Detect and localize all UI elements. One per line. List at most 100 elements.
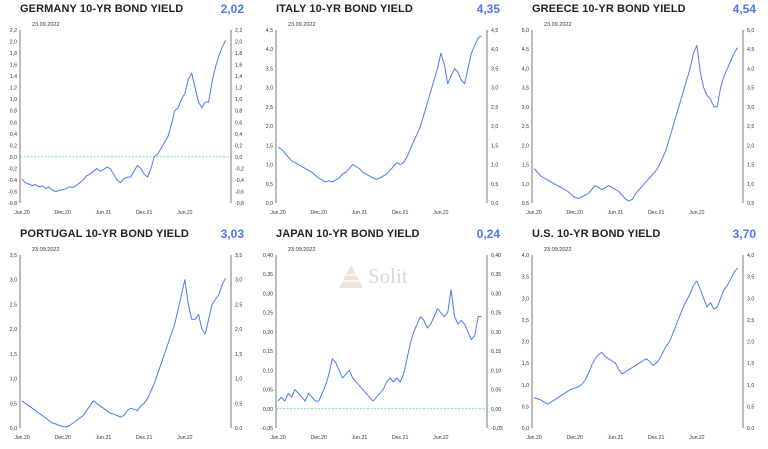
chart-panel: ITALY 10-YR BOND YIELD 4,35 23.09.2022 0… bbox=[256, 0, 512, 224]
y-tick-label-right: 4,0 bbox=[491, 47, 498, 53]
y-tick-label-left: 0,20 bbox=[263, 330, 273, 336]
y-tick-label-right: 4,0 bbox=[747, 253, 754, 259]
y-tick-label-right: 1,0 bbox=[491, 163, 498, 169]
y-tick-label-left: -0,05 bbox=[261, 426, 273, 432]
x-tick-label: Jun.21 bbox=[96, 435, 112, 441]
last-value: 3,70 bbox=[732, 227, 756, 241]
x-tick-label: Jun.20 bbox=[270, 435, 286, 441]
y-tick-label-right: 1,2 bbox=[235, 86, 242, 92]
y-tick-label-left: -0,4 bbox=[8, 178, 17, 184]
y-tick-label-right: 2,5 bbox=[747, 318, 754, 324]
chart-date: 23.09.2022 bbox=[32, 247, 60, 253]
y-tick-label-left: 2,2 bbox=[10, 28, 17, 34]
series-line bbox=[277, 35, 482, 183]
y-tick-label-right: 0,5 bbox=[747, 404, 754, 410]
y-tick-label-left: 1,0 bbox=[522, 383, 529, 389]
y-tick-label-left: 1,5 bbox=[522, 163, 529, 169]
x-tick-label: Dec.20 bbox=[567, 435, 584, 441]
y-tick-label-right: 0,0 bbox=[491, 201, 498, 207]
x-tick-label: Dec.21 bbox=[136, 210, 153, 216]
last-value: 4,35 bbox=[476, 2, 500, 16]
y-tick-label-left: 3,0 bbox=[522, 296, 529, 302]
y-tick-label-left: 0,8 bbox=[10, 109, 17, 115]
x-tick-label: Jun.22 bbox=[433, 435, 449, 441]
y-tick-label-left: 2,0 bbox=[522, 143, 529, 149]
y-tick-label-left: 0,00 bbox=[263, 407, 273, 413]
last-value: 3,03 bbox=[220, 227, 244, 241]
chart-date: 23.09.2022 bbox=[288, 247, 316, 253]
y-tick-label-right: 1,0 bbox=[747, 182, 754, 188]
y-tick-label-left: 1,8 bbox=[10, 51, 17, 57]
y-tick-label-left: 0,35 bbox=[263, 272, 273, 278]
y-tick-label-right: 0,5 bbox=[235, 401, 242, 407]
chart-date: 23.09.2022 bbox=[288, 22, 316, 28]
y-tick-label-left: 1,2 bbox=[10, 86, 17, 92]
y-tick-label-right: 0,40 bbox=[491, 253, 501, 259]
x-tick-label: Jun.22 bbox=[689, 210, 705, 216]
y-tick-label-right: 2,5 bbox=[747, 124, 754, 130]
y-tick-label-left: 1,4 bbox=[10, 74, 17, 80]
y-tick-label-left: 1,5 bbox=[522, 361, 529, 367]
chart-panel: GERMANY 10-YR BOND YIELD 2,02 23.09.2022… bbox=[0, 0, 256, 224]
y-tick-label-right: -0,8 bbox=[235, 201, 244, 207]
y-tick-label-right: 0,10 bbox=[491, 368, 501, 374]
y-tick-label-right: 5,0 bbox=[747, 28, 754, 34]
x-tick-label: Jun.20 bbox=[14, 210, 30, 216]
y-tick-label-left: 4,5 bbox=[522, 47, 529, 53]
y-tick-label-right: 0,20 bbox=[491, 330, 501, 336]
y-tick-label-right: 1,0 bbox=[235, 377, 242, 383]
chart-panel: PORTUGAL 10-YR BOND YIELD 3,03 23.09.202… bbox=[0, 225, 256, 449]
chart-title: GREECE 10-YR BOND YIELD bbox=[532, 3, 686, 15]
y-tick-label-left: 5,0 bbox=[522, 28, 529, 34]
y-tick-label-left: 2,5 bbox=[10, 302, 17, 308]
y-tick-label-right: 2,0 bbox=[491, 124, 498, 130]
y-tick-label-right: 3,0 bbox=[747, 105, 754, 111]
y-tick-label-right: 2,0 bbox=[235, 40, 242, 46]
y-tick-label-right: 1,8 bbox=[235, 51, 242, 57]
y-tick-label-right: 0,25 bbox=[491, 311, 501, 317]
y-tick-label-right: 1,0 bbox=[235, 97, 242, 103]
y-tick-label-right: 0,0 bbox=[235, 155, 242, 161]
y-tick-label-right: 1,4 bbox=[235, 74, 242, 80]
y-tick-label-right: 3,5 bbox=[491, 66, 498, 72]
x-tick-label: Dec.20 bbox=[55, 210, 72, 216]
y-tick-label-left: 0,40 bbox=[263, 253, 273, 259]
chart-svg: -0,05 -0,05 0,00 0,00 0,05 0,05 0,10 0,10 0,15 0,… bbox=[261, 253, 503, 441]
y-tick-label-right: 0,30 bbox=[491, 291, 501, 297]
y-tick-label-right: 2,2 bbox=[235, 28, 242, 34]
y-tick-label-right: 0,0 bbox=[747, 426, 754, 432]
y-tick-label-left: 4,0 bbox=[266, 47, 273, 53]
y-tick-label-left: 1,0 bbox=[10, 97, 17, 103]
x-tick-label: Dec.21 bbox=[136, 435, 153, 441]
y-tick-label-right: -0,05 bbox=[491, 426, 503, 432]
x-tick-label: Jun.22 bbox=[433, 210, 449, 216]
watermark-text: Solit bbox=[368, 264, 408, 288]
x-tick-label: Jun.21 bbox=[96, 210, 112, 216]
y-tick-label-left: 0,5 bbox=[522, 201, 529, 207]
y-tick-label-right: 0,05 bbox=[491, 388, 501, 394]
chart-svg: 0,0 0,0 0,5 0,5 1,0 1,0 1,5 1,5 2,0 2,0 2,5 2,5 3,0 3… bbox=[266, 28, 499, 216]
y-tick-label-left: 0,0 bbox=[266, 201, 273, 207]
y-tick-label-left: -0,6 bbox=[8, 189, 17, 195]
y-tick-label-right: 2,0 bbox=[747, 340, 754, 346]
y-tick-label-right: 4,5 bbox=[491, 28, 498, 34]
y-tick-label-right: 2,0 bbox=[235, 327, 242, 333]
y-tick-label-right: 1,5 bbox=[747, 361, 754, 367]
last-value: 2,02 bbox=[220, 2, 244, 16]
y-tick-label-right: 0,4 bbox=[235, 132, 242, 138]
y-tick-label-right: 1,5 bbox=[491, 143, 498, 149]
y-tick-label-left: 0,10 bbox=[263, 368, 273, 374]
y-tick-label-left: 3,5 bbox=[266, 66, 273, 72]
series-line bbox=[533, 44, 739, 202]
x-tick-label: Jun.22 bbox=[689, 435, 705, 441]
last-value: 0,24 bbox=[476, 227, 500, 241]
chart-title: JAPAN 10-YR BOND YIELD bbox=[276, 228, 420, 240]
x-tick-label: Jun.21 bbox=[352, 210, 368, 216]
y-tick-label-right: 4,5 bbox=[747, 47, 754, 53]
y-tick-label-left: 2,0 bbox=[10, 327, 17, 333]
y-tick-label-right: 0,0 bbox=[235, 426, 242, 432]
y-tick-label-left: 0,5 bbox=[10, 401, 17, 407]
y-tick-label-left: 0,5 bbox=[266, 182, 273, 188]
y-tick-label-left: 0,4 bbox=[10, 132, 17, 138]
y-tick-label-left: 3,5 bbox=[522, 275, 529, 281]
